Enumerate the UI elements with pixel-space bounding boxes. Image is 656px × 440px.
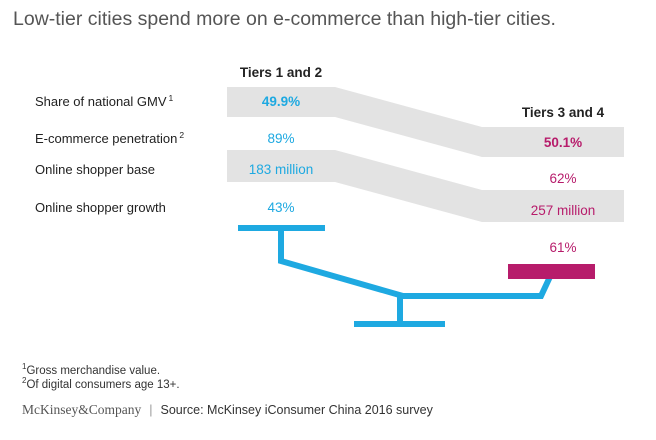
row-label-online-shopper-base: Online shopper base <box>35 162 155 177</box>
value-tiers-1-2-online-shopper-base: 183 million <box>249 162 314 177</box>
scale-beam <box>278 228 558 299</box>
row-label-online-shopper-growth: Online shopper growth <box>35 200 166 215</box>
value-tiers-3-4-e-commerce-penetration: 62% <box>549 171 576 186</box>
row-label-e-commerce-penetration: E-commerce penetration 2 <box>35 130 184 146</box>
value-tiers-3-4-share-of-national-gmv: 50.1% <box>544 135 582 150</box>
footnote-2: 2Of digital consumers age 13+. <box>22 376 180 391</box>
row-label-superscript: 2 <box>179 130 184 140</box>
scale-pan-right <box>508 264 595 279</box>
gmv-band <box>227 87 624 157</box>
row-label-superscript: 1 <box>169 93 174 103</box>
row-label-text: Online shopper growth <box>35 200 166 215</box>
row-label-text: Online shopper base <box>35 162 155 177</box>
chart-title: Low-tier cities spend more on e-commerce… <box>13 8 556 30</box>
brand-logo: McKinsey&Company <box>22 402 142 417</box>
footnote-1: 1Gross merchandise value. <box>22 362 161 377</box>
shopper-base-band <box>227 150 624 222</box>
row-label-text: Share of national GMV <box>35 94 167 109</box>
value-tiers-1-2-online-shopper-growth: 43% <box>267 200 294 215</box>
value-tiers-1-2-e-commerce-penetration: 89% <box>267 131 294 146</box>
footer-separator: | <box>149 403 153 417</box>
column-header-tiers-1-2: Tiers 1 and 2 <box>240 65 322 80</box>
column-header-tiers-3-4: Tiers 3 and 4 <box>522 105 605 120</box>
value-tiers-3-4-online-shopper-growth: 61% <box>549 240 576 255</box>
value-tiers-3-4-online-shopper-base: 257 million <box>531 203 596 218</box>
source-note: Source: McKinsey iConsumer China 2016 su… <box>160 403 433 417</box>
row-label-share-of-national-gmv: Share of national GMV 1 <box>35 93 174 109</box>
value-tiers-1-2-share-of-national-gmv: 49.9% <box>262 94 300 109</box>
row-label-text: E-commerce penetration <box>35 131 177 146</box>
footer: McKinsey&Company | Source: McKinsey iConsu… <box>22 402 433 418</box>
